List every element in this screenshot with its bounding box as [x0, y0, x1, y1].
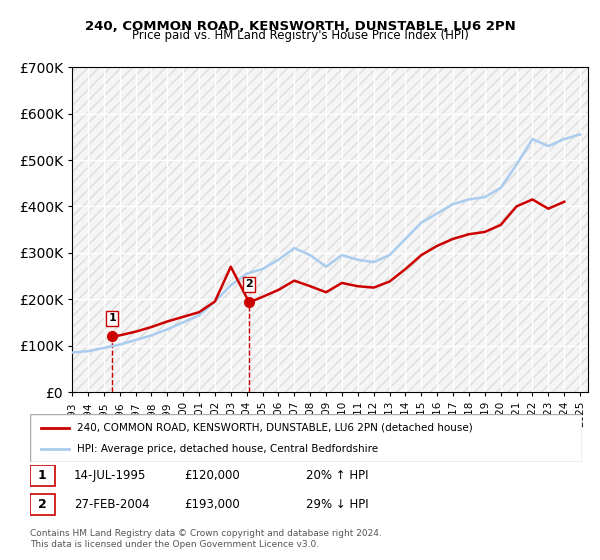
Text: 27-FEB-2004: 27-FEB-2004 [74, 498, 150, 511]
Text: 20% ↑ HPI: 20% ↑ HPI [306, 469, 368, 482]
FancyBboxPatch shape [30, 494, 55, 515]
Text: 240, COMMON ROAD, KENSWORTH, DUNSTABLE, LU6 2PN: 240, COMMON ROAD, KENSWORTH, DUNSTABLE, … [85, 20, 515, 32]
Text: 1: 1 [38, 469, 47, 482]
Text: 2: 2 [38, 498, 47, 511]
Text: 1: 1 [109, 314, 116, 323]
Text: Contains HM Land Registry data © Crown copyright and database right 2024.
This d: Contains HM Land Registry data © Crown c… [30, 529, 382, 549]
Text: 240, COMMON ROAD, KENSWORTH, DUNSTABLE, LU6 2PN (detached house): 240, COMMON ROAD, KENSWORTH, DUNSTABLE, … [77, 423, 473, 433]
FancyBboxPatch shape [30, 465, 55, 486]
Text: HPI: Average price, detached house, Central Bedfordshire: HPI: Average price, detached house, Cent… [77, 444, 378, 454]
Text: 29% ↓ HPI: 29% ↓ HPI [306, 498, 368, 511]
Text: Price paid vs. HM Land Registry's House Price Index (HPI): Price paid vs. HM Land Registry's House … [131, 29, 469, 42]
FancyBboxPatch shape [30, 414, 582, 462]
Text: £193,000: £193,000 [185, 498, 241, 511]
Text: £120,000: £120,000 [185, 469, 241, 482]
Text: 14-JUL-1995: 14-JUL-1995 [74, 469, 146, 482]
Text: 2: 2 [245, 279, 253, 290]
